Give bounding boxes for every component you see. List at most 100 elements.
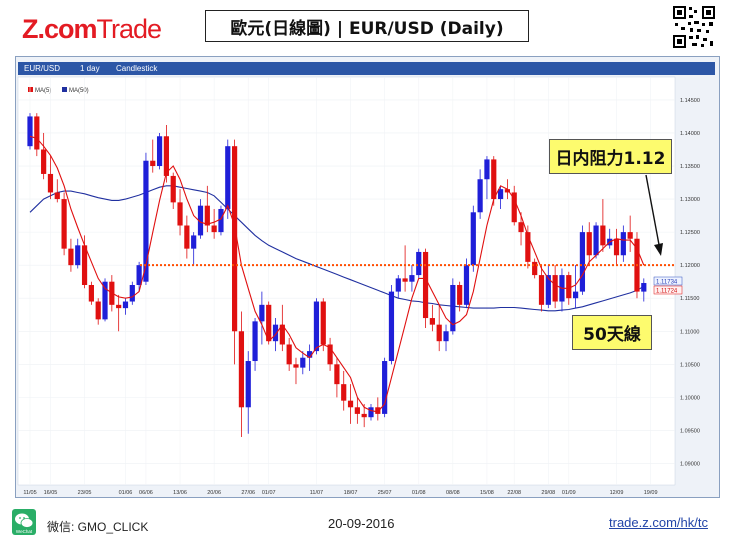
- candle-body: [579, 232, 586, 292]
- y-tick-label: 1.09000: [680, 461, 700, 467]
- price-tag-1: 1.11734: [656, 280, 678, 286]
- candle-body: [266, 304, 272, 342]
- price-tag-box-2: [653, 285, 683, 295]
- candle-body: [429, 318, 435, 325]
- candle-body: [136, 265, 142, 285]
- candle-body: [279, 324, 285, 345]
- report-date: 20-09-2016: [328, 516, 395, 531]
- candle-body: [422, 251, 429, 319]
- x-tick-label: 12/09: [610, 490, 624, 496]
- candle-body: [61, 199, 67, 249]
- candle-body: [491, 159, 497, 200]
- x-tick-label: 08/08: [446, 490, 460, 496]
- candle-body: [68, 248, 74, 266]
- candle-body: [102, 281, 108, 320]
- candle-body: [34, 116, 40, 150]
- x-tick-label: 11/07: [310, 490, 323, 496]
- candle-body: [395, 278, 401, 292]
- candle-body: [245, 361, 251, 408]
- candle-body: [129, 285, 135, 302]
- wechat-id: 微信: GMO_CLICK: [47, 520, 149, 534]
- y-tick-label: 1.13500: [680, 164, 700, 170]
- candle-body: [511, 192, 517, 223]
- chart-title: 歐元(日線圖) | EUR/USD (Daily): [205, 10, 529, 42]
- candle-body: [170, 175, 176, 203]
- candle-body: [368, 407, 374, 418]
- x-tick-label: 23/05: [78, 490, 92, 496]
- candle-body: [552, 275, 558, 302]
- candle-body: [436, 324, 442, 342]
- x-tick-label: 06/06: [139, 490, 153, 496]
- candle-body: [300, 357, 306, 368]
- candle-body: [122, 301, 129, 309]
- toolbar-chart-type[interactable]: Candlestick: [116, 64, 158, 73]
- candle-body: [259, 304, 265, 322]
- candle-body: [361, 413, 367, 418]
- candle-body: [327, 344, 333, 365]
- candle-body: [252, 321, 258, 362]
- candle-body: [518, 222, 524, 233]
- candle-body: [211, 225, 217, 233]
- candle-body: [204, 205, 210, 226]
- candle-body: [218, 208, 224, 233]
- candle-body: [27, 116, 33, 147]
- y-tick-label: 1.14000: [680, 131, 700, 137]
- candle-body: [116, 304, 122, 309]
- y-tick-label: 1.11500: [680, 296, 699, 302]
- x-tick-label: 11/05: [23, 490, 36, 496]
- legend-ma5: MA(5): [35, 88, 51, 94]
- ma50-callout: 50天線: [572, 315, 652, 350]
- candle-body: [402, 278, 408, 282]
- candle-body: [620, 232, 626, 256]
- candle-body: [150, 160, 156, 167]
- candle-body: [238, 331, 245, 408]
- candle-body: [293, 364, 299, 368]
- x-tick-label: 15/08: [480, 490, 494, 496]
- candle-body: [545, 275, 551, 305]
- candle-body: [143, 160, 149, 282]
- candle-body: [81, 245, 88, 285]
- candle-body: [163, 136, 169, 176]
- candle-body: [334, 364, 340, 385]
- toolbar-symbol[interactable]: EUR/USD: [24, 64, 61, 73]
- x-tick-label: 16/05: [44, 490, 58, 496]
- y-tick-label: 1.10500: [680, 362, 700, 368]
- resistance-callout: 日内阻力1.12: [549, 139, 672, 174]
- website-link[interactable]: trade.z.com/hk/tc: [609, 515, 708, 530]
- ma5-line: [29, 135, 645, 413]
- candle-body: [88, 285, 94, 302]
- y-tick-label: 1.09500: [680, 428, 700, 434]
- candle-body: [286, 344, 292, 365]
- x-tick-label: 25/07: [378, 490, 392, 496]
- chart-legend: MA(5) MA(50): [28, 87, 89, 94]
- candle-body: [593, 225, 599, 256]
- x-tick-label: 27/06: [241, 490, 255, 496]
- candle-body: [382, 361, 388, 414]
- candle-body: [375, 407, 381, 414]
- candle-body: [525, 232, 531, 262]
- candle-body: [573, 291, 579, 299]
- y-tick-label: 1.10000: [680, 395, 700, 401]
- candle-body: [47, 173, 54, 193]
- y-tick-label: 1.14500: [680, 98, 700, 104]
- candle-body: [341, 384, 347, 401]
- candle-body: [416, 251, 422, 276]
- candle-body: [54, 192, 60, 200]
- toolbar-interval[interactable]: 1 day: [80, 64, 100, 73]
- y-tick-label: 1.13000: [680, 197, 700, 203]
- candle-body: [191, 235, 197, 249]
- x-tick-label: 18/07: [344, 490, 358, 496]
- x-tick-label: 20/06: [207, 490, 221, 496]
- x-tick-label: 19/09: [644, 490, 658, 496]
- candle-body: [627, 232, 633, 239]
- candle-body: [586, 232, 592, 256]
- candle-body: [497, 189, 504, 200]
- candle-body: [600, 225, 606, 246]
- legend-ma50: MA(50): [69, 88, 89, 94]
- candle-body: [177, 202, 183, 226]
- candle-body: [538, 275, 545, 305]
- x-tick-label: 01/09: [562, 490, 576, 496]
- candle-body: [477, 179, 483, 213]
- candle-body: [313, 301, 320, 352]
- candle-body: [95, 301, 101, 320]
